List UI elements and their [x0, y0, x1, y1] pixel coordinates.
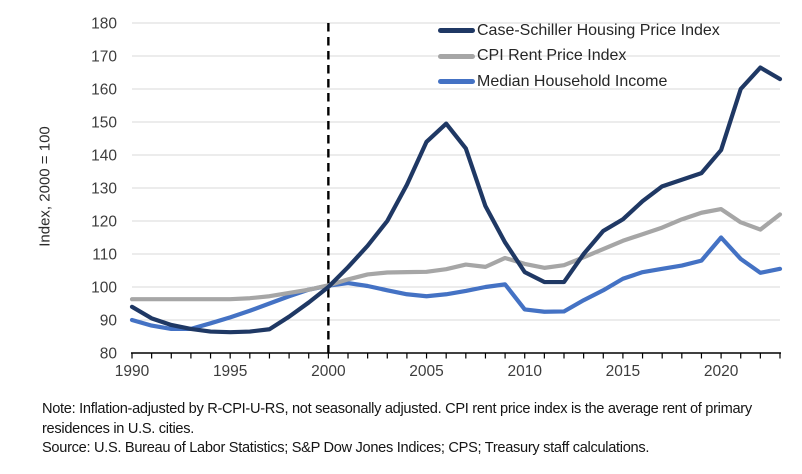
y-tick-label: 80: [100, 346, 118, 363]
legend-label: Case-Schiller Housing Price Index: [477, 21, 720, 39]
note-text: Note: Inflation-adjusted by R-CPI-U-RS, …: [42, 401, 752, 437]
legend-label: Median Household Income: [477, 72, 668, 90]
legend-label: CPI Rent Price Index: [477, 47, 627, 65]
x-tick-label: 1995: [213, 363, 247, 380]
plot-area: 80 90 100 110 120 130 140 150 160 170 180 1990 1995 2…: [91, 16, 783, 380]
y-tick-label: 140: [91, 148, 117, 165]
series-line-case-schiller-housing-price-index: [129, 65, 783, 335]
legend-line-swatch-gray: [438, 53, 475, 59]
legend-item-case-schiller: Case-Schiller Housing Price Index: [438, 18, 720, 44]
source-text: Source: U.S. Bureau of Labor Statistics;…: [42, 440, 650, 457]
y-axis-title: Index, 2000 = 100: [36, 126, 54, 247]
footnotes: Note: Inflation-adjusted by R-CPI-U-RS, …: [42, 400, 784, 459]
series-line-median-household-income: [129, 235, 783, 332]
x-tick-label: 2010: [507, 363, 542, 380]
legend: Case-Schiller Housing Price Index CPI Re…: [438, 18, 720, 95]
y-tick-label: 100: [91, 280, 117, 297]
x-tick-label: 1990: [115, 363, 150, 380]
y-tick-label: 90: [100, 313, 118, 330]
y-tick-label: 110: [92, 247, 117, 264]
legend-line-swatch-blue: [438, 79, 475, 85]
y-tick-label: 130: [91, 181, 117, 198]
legend-item-median-income: Median Household Income: [438, 69, 720, 95]
x-tick-label: 2020: [704, 363, 739, 380]
x-tick-label: 2005: [409, 363, 443, 380]
y-tick-label: 120: [91, 214, 117, 231]
y-tick-label: 180: [91, 16, 117, 33]
y-tick-label: 160: [91, 82, 117, 99]
series-line-cpi-rent-price-index: [129, 207, 783, 302]
x-tick-label: 2015: [606, 363, 640, 380]
y-tick-label: 170: [91, 49, 117, 66]
x-tick-label: 2000: [311, 363, 346, 380]
legend-item-cpi-rent: CPI Rent Price Index: [438, 44, 720, 70]
legend-line-swatch-navy: [438, 28, 475, 34]
y-tick-label: 150: [91, 115, 117, 132]
